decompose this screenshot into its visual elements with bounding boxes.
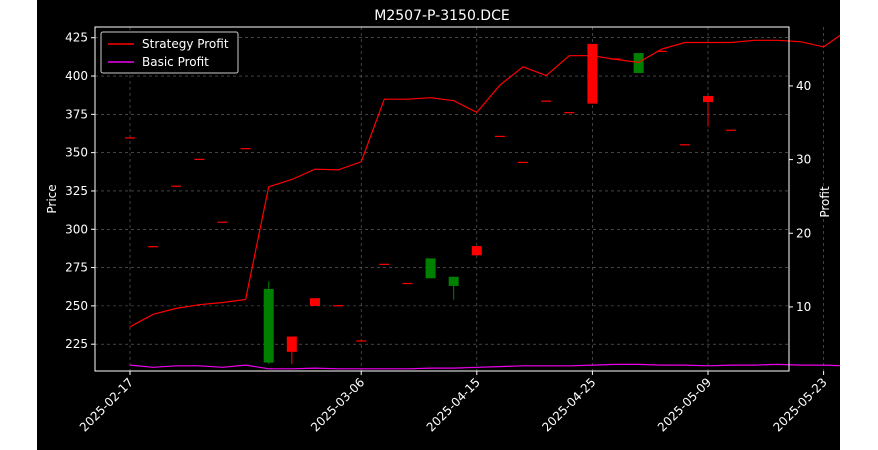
x-tick-label: 2025-02-17 bbox=[77, 375, 136, 434]
y-tick-label-left: 350 bbox=[65, 146, 88, 160]
candle bbox=[564, 112, 575, 114]
candle bbox=[425, 258, 436, 279]
candle-body bbox=[125, 137, 135, 139]
candle-body bbox=[171, 185, 182, 187]
strategy-profit-line bbox=[129, 34, 840, 328]
candle-body bbox=[679, 144, 690, 146]
candle bbox=[726, 129, 737, 131]
candle-body bbox=[333, 305, 344, 307]
candle-body bbox=[240, 148, 251, 150]
y-tick-label-left: 275 bbox=[65, 261, 88, 275]
y-tick-label-right: 20 bbox=[796, 226, 811, 240]
legend-label-strategy: Strategy Profit bbox=[142, 37, 229, 51]
candle-body bbox=[379, 263, 390, 265]
candle-body bbox=[494, 135, 505, 137]
candle-body bbox=[356, 340, 367, 342]
y-tick-label-right: 40 bbox=[796, 79, 811, 93]
candle bbox=[286, 336, 297, 365]
candle-body bbox=[726, 129, 737, 131]
candle-body bbox=[425, 258, 436, 279]
y-axis-label-right: Profit bbox=[818, 186, 832, 218]
basic-profit-line bbox=[129, 363, 840, 370]
y-tick-label-left: 225 bbox=[65, 337, 88, 351]
candle bbox=[518, 161, 529, 164]
candle bbox=[448, 276, 459, 300]
legend: Strategy Profit Basic Profit bbox=[100, 31, 239, 74]
candle bbox=[656, 50, 667, 52]
y-tick-label-right: 10 bbox=[796, 300, 811, 314]
plot-area-border bbox=[94, 26, 790, 372]
x-tick-label: 2025-05-23 bbox=[771, 375, 830, 434]
x-tick-label: 2025-04-25 bbox=[539, 375, 598, 434]
candle-body bbox=[263, 289, 274, 363]
chart-title: M2507-P-3150.DCE bbox=[374, 8, 509, 24]
y-axis-label-left: Price bbox=[45, 184, 59, 213]
candle-body bbox=[587, 43, 598, 104]
candle bbox=[309, 298, 320, 306]
grid-lines bbox=[95, 27, 824, 371]
y-tick-label-left: 375 bbox=[65, 107, 88, 121]
candle bbox=[263, 281, 274, 365]
profit-lines bbox=[129, 34, 840, 370]
x-tick-label: 2025-04-15 bbox=[424, 375, 483, 434]
y-tick-label-left: 300 bbox=[65, 222, 88, 236]
candle-body bbox=[402, 282, 413, 285]
candle bbox=[471, 246, 482, 256]
candle-body bbox=[148, 246, 159, 248]
x-tick-label: 2025-05-09 bbox=[655, 375, 714, 434]
candle bbox=[240, 148, 251, 150]
candle bbox=[587, 43, 598, 104]
legend-label-basic: Basic Profit bbox=[142, 55, 209, 69]
candle bbox=[541, 100, 552, 102]
candle bbox=[402, 282, 413, 285]
candle bbox=[333, 305, 344, 307]
candle bbox=[703, 95, 713, 127]
candle bbox=[217, 221, 228, 223]
candle-body bbox=[286, 336, 297, 352]
candle-body bbox=[703, 95, 713, 103]
candle-body bbox=[518, 161, 529, 164]
candle-body bbox=[309, 298, 320, 306]
candle bbox=[171, 185, 182, 187]
candle bbox=[494, 135, 505, 137]
candle-body bbox=[194, 158, 205, 160]
candle bbox=[148, 246, 159, 248]
candle bbox=[125, 137, 135, 139]
candle bbox=[379, 263, 390, 265]
legend-box bbox=[100, 31, 239, 74]
candle-body bbox=[656, 50, 667, 52]
candles bbox=[125, 43, 737, 365]
y-tick-label-left: 250 bbox=[65, 299, 88, 313]
y-tick-label-left: 425 bbox=[65, 31, 88, 45]
candle-body bbox=[471, 246, 482, 256]
candle bbox=[194, 158, 205, 160]
candle-body bbox=[564, 112, 575, 114]
candle-body bbox=[448, 276, 459, 286]
candle-body bbox=[541, 100, 552, 102]
y-tick-label-left: 400 bbox=[65, 69, 88, 83]
x-tick-label: 2025-03-06 bbox=[308, 375, 367, 434]
candle bbox=[679, 144, 690, 146]
candle-body bbox=[217, 221, 228, 223]
candle bbox=[356, 340, 367, 342]
y-tick-label-left: 325 bbox=[65, 184, 88, 198]
figure-canvas: 225 250 275 300 325 350 375 400 425 2025-02-17 202… bbox=[37, 0, 840, 450]
y-tick-label-right: 30 bbox=[796, 153, 811, 167]
